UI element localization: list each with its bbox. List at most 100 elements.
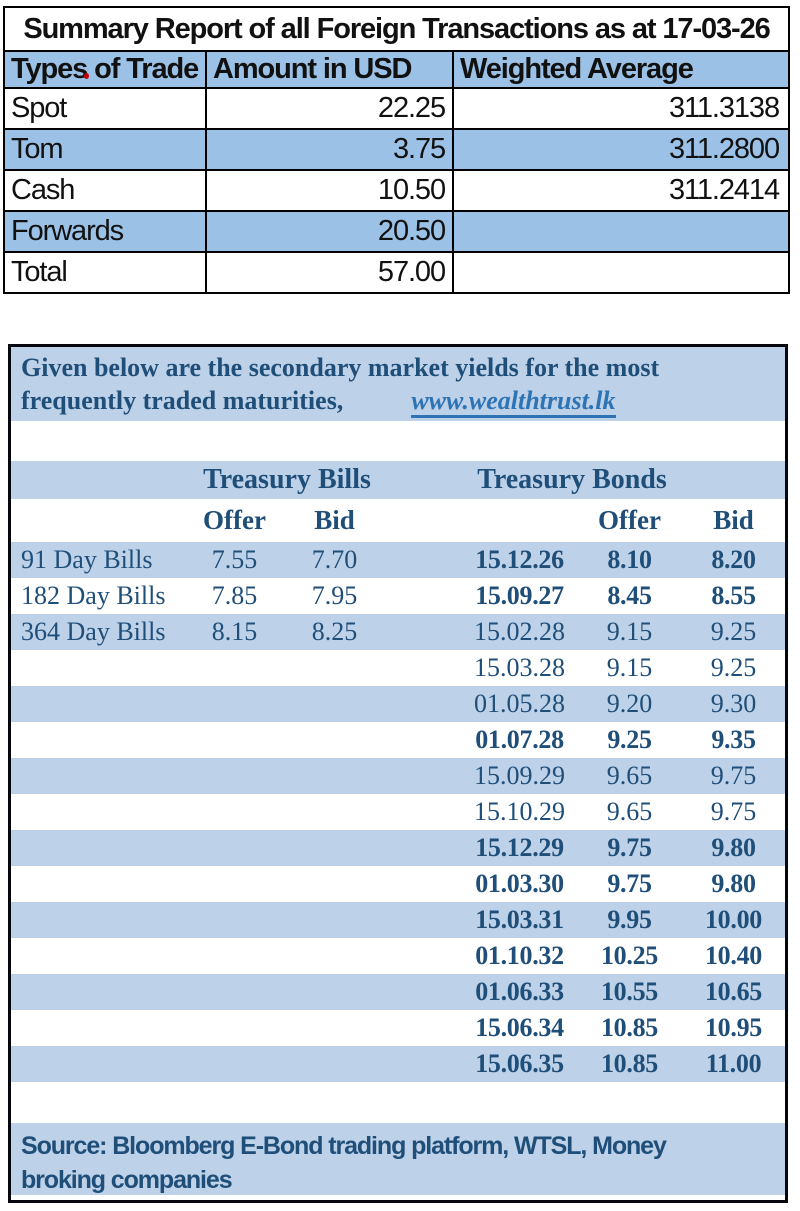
trade-type: Total	[3, 251, 207, 294]
wealthtrust-link[interactable]: www.wealthtrust.lk	[411, 386, 616, 418]
yield-row: 01.05.28 9.20 9.30	[11, 686, 785, 722]
summary-header-row: Types of Trade Amount in USD Weighted Av…	[3, 50, 790, 89]
amount-usd: 22.25	[205, 87, 454, 130]
yield-row: 15.10.29 9.65 9.75	[11, 794, 785, 830]
bond-maturity: 15.12.29	[475, 833, 564, 862]
table-row-tom: Tom 3.75 311.2800	[3, 128, 790, 171]
amount-usd: 3.75	[205, 128, 454, 171]
yield-row: 15.12.29 9.75 9.80	[11, 830, 785, 866]
trade-type: Forwards	[3, 210, 207, 253]
summary-title: Summary Report of all Foreign Transactio…	[3, 6, 790, 52]
intro-line-2: frequently traded maturities, www.wealtht…	[21, 384, 785, 418]
intro-line-1: Given below are the secondary market yie…	[21, 353, 660, 382]
yields-intro: Given below are the secondary market yie…	[11, 347, 785, 421]
bond-bid: 10.00	[704, 905, 762, 934]
yield-row: 182 Day Bills 7.85 7.95 15.09.27 8.45 8.…	[11, 578, 785, 614]
trade-type: Spot	[3, 87, 207, 130]
bond-offer: 9.15	[606, 617, 653, 646]
bond-maturity: 15.06.35	[475, 1049, 564, 1078]
bond-bid: 9.25	[710, 617, 757, 646]
yield-row: 01.07.28 9.25 9.35	[11, 722, 785, 758]
yield-row: 91 Day Bills 7.55 7.70 15.12.26 8.10 8.2…	[11, 542, 785, 578]
bond-maturity: 15.12.26	[475, 545, 564, 574]
bond-maturity: 15.03.31	[475, 905, 564, 934]
spacer-row	[11, 1082, 785, 1123]
table-row-spot: Spot 22.25 311.3138	[3, 87, 790, 130]
table-row-cash: Cash 10.50 311.2414	[3, 169, 790, 212]
bond-maturity: 01.05.28	[474, 689, 565, 718]
bill-maturity: 91 Day Bills	[21, 545, 153, 574]
bill-offer: 8.15	[211, 617, 258, 646]
weighted-average: 311.3138	[452, 87, 790, 130]
column-header-types-of-trade: Types of Trade	[3, 50, 207, 89]
bond-offer: 9.95	[607, 905, 652, 934]
bond-offer: 9.20	[606, 689, 653, 718]
bond-bid: 9.25	[710, 653, 757, 682]
bill-bid: 7.95	[311, 581, 358, 610]
bond-offer: 8.45	[607, 581, 652, 610]
treasury-bonds-header: Treasury Bonds	[477, 464, 667, 495]
table-row-forwards: Forwards 20.50	[3, 210, 790, 253]
yield-row: 01.10.32 10.25 10.40	[11, 938, 785, 974]
bond-offer: 9.75	[607, 833, 652, 862]
weighted-average	[452, 210, 790, 253]
bond-bid: 9.75	[710, 761, 757, 790]
weighted-average	[452, 251, 790, 294]
amount-usd: 10.50	[205, 169, 454, 212]
bond-offer: 9.15	[606, 653, 653, 682]
bills-offer-header: Offer	[203, 505, 266, 535]
bond-maturity: 15.10.29	[474, 797, 565, 826]
bills-bid-header: Bid	[314, 505, 355, 535]
table-row-total: Total 57.00	[3, 251, 790, 294]
yield-row: 15.03.28 9.15 9.25	[11, 650, 785, 686]
bond-offer: 9.65	[606, 761, 653, 790]
bonds-bid-header: Bid	[713, 505, 754, 535]
bond-maturity: 15.03.28	[474, 653, 565, 682]
summary-report-table: Summary Report of all Foreign Transactio…	[3, 6, 790, 294]
column-header-amount-usd: Amount in USD	[205, 50, 454, 89]
treasury-bills-header: Treasury Bills	[203, 464, 371, 495]
source-note: Source: Bloomberg E-Bond trading platfor…	[11, 1123, 785, 1195]
bond-bid: 9.35	[711, 725, 756, 754]
yield-row: 15.06.34 10.85 10.95	[11, 1010, 785, 1046]
bond-offer: 9.75	[607, 869, 652, 898]
spellcheck-dot	[84, 73, 89, 79]
bond-bid: 8.55	[711, 581, 756, 610]
bond-offer: 10.55	[600, 977, 658, 1006]
bonds-offer-header: Offer	[598, 505, 661, 535]
bill-offer: 7.85	[211, 581, 258, 610]
bond-maturity: 01.10.32	[475, 941, 564, 970]
yield-row: 15.06.35 10.85 11.00	[11, 1046, 785, 1082]
spacer-row	[11, 421, 785, 461]
amount-usd: 57.00	[205, 251, 454, 294]
trade-type: Cash	[3, 169, 207, 212]
yield-row: 15.03.31 9.95 10.00	[11, 902, 785, 938]
bond-bid: 9.80	[711, 869, 756, 898]
bill-maturity: 364 Day Bills	[21, 617, 166, 646]
bill-bid: 8.25	[311, 617, 358, 646]
yield-row: 15.09.29 9.65 9.75	[11, 758, 785, 794]
bond-offer: 10.25	[600, 941, 658, 970]
weighted-average: 311.2414	[452, 169, 790, 212]
trade-type: Tom	[3, 128, 207, 171]
bill-bid: 7.70	[311, 545, 358, 574]
bond-bid: 9.80	[711, 833, 756, 862]
bond-bid: 10.40	[704, 941, 762, 970]
bond-offer: 10.85	[600, 1049, 658, 1078]
bond-maturity: 15.02.28	[474, 617, 565, 646]
bond-maturity: 01.06.33	[475, 977, 564, 1006]
weighted-average: 311.2800	[452, 128, 790, 171]
bond-bid: 10.65	[704, 977, 762, 1006]
column-header-weighted-average: Weighted Average	[452, 50, 790, 89]
bond-bid: 9.30	[710, 689, 757, 718]
bond-offer: 9.65	[606, 797, 653, 826]
yield-row: 01.06.33 10.55 10.65	[11, 974, 785, 1010]
yield-row: 01.03.30 9.75 9.80	[11, 866, 785, 902]
offer-bid-header-row: Offer Bid Offer Bid	[11, 499, 785, 542]
bond-bid: 9.75	[710, 797, 757, 826]
bond-maturity: 15.06.34	[475, 1013, 564, 1042]
bond-maturity: 01.07.28	[475, 725, 564, 754]
bond-bid: 11.00	[705, 1049, 762, 1078]
bond-maturity: 15.09.29	[474, 761, 565, 790]
bill-offer: 7.55	[211, 545, 258, 574]
